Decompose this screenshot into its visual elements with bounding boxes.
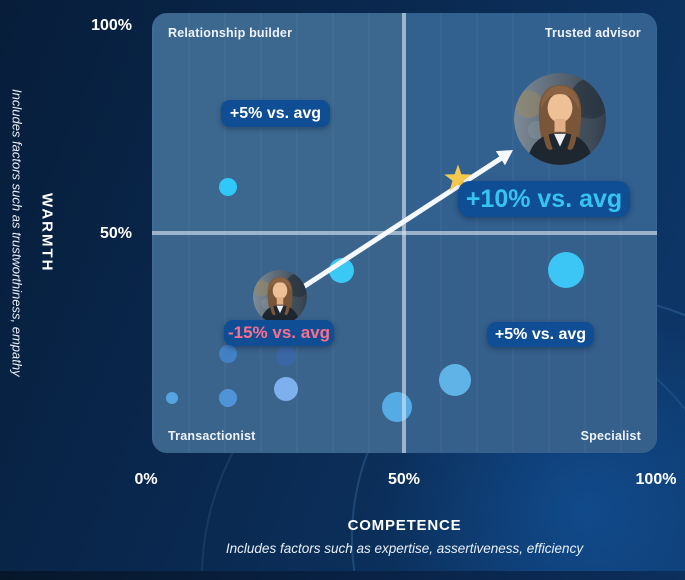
y-axis-title: WARMTH <box>38 193 56 273</box>
data-point <box>439 364 471 397</box>
x-tick-0: 0% <box>134 471 158 488</box>
quadrant-label-specialist: Specialist <box>580 429 641 443</box>
callout-current-position: -15% vs. avg <box>224 320 334 346</box>
data-point <box>166 392 179 404</box>
callout-specialist: +5% vs. avg <box>487 322 594 347</box>
bottom-strip <box>0 571 685 580</box>
y-axis-subtitle: Includes factors such as trustworthiness… <box>9 89 25 377</box>
callout-relationship-builder: +5% vs. avg <box>221 100 330 127</box>
gridline-50-vertical <box>402 13 406 453</box>
data-point <box>218 345 237 363</box>
data-point <box>275 346 296 367</box>
data-point <box>328 257 354 283</box>
data-point <box>548 252 585 289</box>
data-point <box>218 177 237 196</box>
x-axis-subtitle: Includes factors such as expertise, asse… <box>225 541 584 556</box>
x-tick-50: 50% <box>387 471 421 488</box>
y-tick-100: 100% <box>91 17 132 34</box>
quadrant-label-transactionist: Transactionist <box>168 429 256 443</box>
data-point <box>273 377 298 402</box>
x-axis-title: COMPETENCE <box>347 517 462 534</box>
quadrant-label-trusted-advisor: Trusted advisor <box>544 26 641 40</box>
x-tick-100: 100% <box>635 471 677 488</box>
advisor-avatar-current <box>253 270 307 324</box>
callout-trusted-advisor: +10% vs. avg <box>458 181 630 217</box>
y-tick-50: 50% <box>99 225 132 242</box>
quadrant-label-relationship-builder: Relationship builder <box>168 26 293 40</box>
advisor-avatar-target <box>514 73 606 165</box>
data-point <box>218 389 237 407</box>
data-point <box>381 391 412 422</box>
